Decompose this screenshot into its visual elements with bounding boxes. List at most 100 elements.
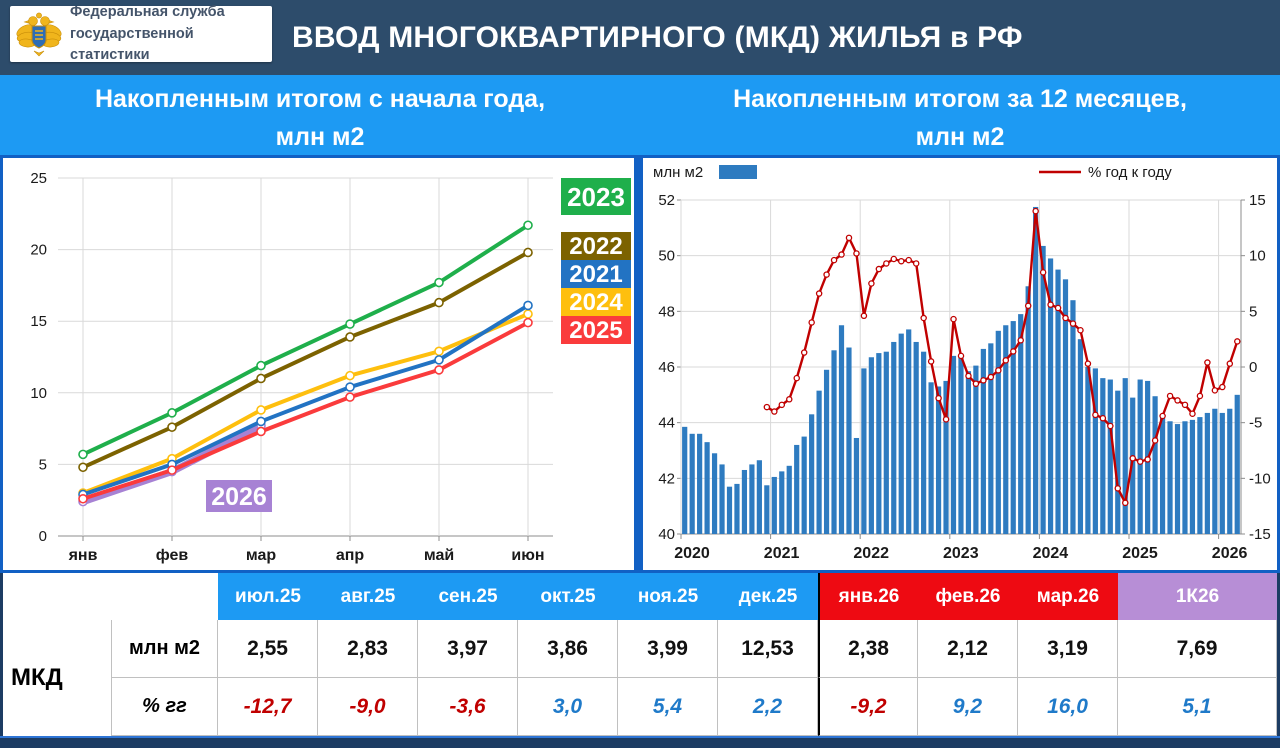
bar: [861, 368, 867, 534]
yoy-point: [1174, 397, 1181, 404]
data-point-2022: [434, 297, 444, 308]
bar: [898, 333, 904, 534]
bar: [756, 460, 762, 534]
bar: [988, 343, 994, 534]
bar: [779, 471, 785, 534]
bar: [786, 465, 792, 534]
table-cell-pct: 5,1: [1118, 678, 1277, 736]
yoy-point: [875, 265, 883, 273]
column-header-янв.26: янв.26: [818, 573, 918, 620]
table-cell-mln: 2,12: [918, 620, 1018, 678]
table-cell-pct: 16,0: [1018, 678, 1118, 736]
yoy-point: [815, 290, 823, 297]
year-label: 2026: [1212, 545, 1248, 562]
data-point-2021: [434, 355, 444, 365]
bar: [1040, 245, 1046, 535]
row-label-mln-m2: млн м2: [112, 620, 218, 678]
yoy-point: [1092, 411, 1099, 419]
legend-label: 2022: [569, 233, 622, 260]
yoy-point: [1017, 337, 1024, 344]
data-point-2022: [256, 373, 266, 384]
series-line-2025: [81, 320, 530, 501]
yoy-point: [860, 312, 868, 320]
bar: [950, 355, 957, 534]
bar: [697, 433, 703, 534]
bar: [1092, 368, 1098, 534]
chart-titles-band: Накопленным итогом с начала года, млн м2…: [0, 75, 1280, 155]
yoy-point: [898, 257, 905, 265]
yoy-point: [793, 374, 800, 382]
yoy-point: [890, 255, 898, 263]
bar: [980, 348, 986, 534]
bar: [1025, 286, 1031, 534]
yoy-point: [957, 352, 965, 360]
data-point-2025: [78, 493, 88, 504]
bar: [1197, 417, 1203, 534]
data-point-2025: [256, 426, 266, 437]
yoy-point: [905, 256, 912, 264]
yoy-point: [1047, 301, 1054, 308]
series-line-2023: [81, 223, 530, 457]
bar: [883, 351, 889, 534]
table-cell-mln: 3,97: [418, 620, 518, 678]
column-header-1К26: 1К26: [1118, 573, 1277, 620]
bar: [1167, 421, 1173, 534]
yoy-point: [1024, 302, 1032, 310]
series-line-2022: [81, 250, 530, 470]
legend-badge-2023: [561, 178, 631, 215]
table-corner-blank: [3, 573, 218, 620]
page-header: Федеральная служба государственной стати…: [0, 0, 1280, 75]
left-axis-label: 40: [658, 526, 675, 543]
logo-line-2: государственной статистики: [70, 25, 194, 63]
rosstat-emblem-icon: [16, 12, 62, 57]
yoy-point: [838, 251, 845, 258]
yoy-point: [823, 271, 830, 278]
bar: [1018, 314, 1024, 534]
right-chart-panel: млн м2% год к году 40 42 44 46 48 50 52 -15 -10 -5…: [643, 158, 1277, 570]
table-cell-mln: 3,86: [518, 620, 618, 678]
bar: [1115, 390, 1121, 534]
column-header-фев.26: фев.26: [918, 573, 1018, 620]
yoy-point: [1234, 338, 1241, 345]
bar: [868, 357, 874, 534]
bar: [764, 485, 770, 534]
column-header-авг.25: авг.25: [318, 573, 418, 620]
column-header-ноя.25: ноя.25: [618, 573, 718, 620]
bar: [719, 464, 725, 534]
bar: [853, 437, 860, 534]
bar: [1055, 269, 1061, 534]
year-label: 2020: [674, 545, 710, 562]
bar: [921, 351, 927, 534]
yoy-point: [1151, 437, 1159, 444]
bar: [876, 353, 882, 534]
yoy-point: [1219, 383, 1226, 391]
legend-label: 2021: [569, 261, 622, 288]
charts-row: 0 5 10 15 20 25 янв фев мар апр май июн 2023 2022 2021…: [0, 155, 1280, 573]
table-cell-mln: 12,53: [718, 620, 818, 678]
badge-2026: [206, 480, 272, 512]
bar: [794, 444, 800, 534]
bar: [1174, 424, 1181, 534]
bar: [846, 347, 852, 534]
yoy-point: [771, 408, 778, 415]
bar: [838, 325, 845, 534]
yoy-point: [778, 401, 786, 409]
x-tick-label: май: [424, 547, 454, 564]
bar: [1204, 412, 1210, 534]
bar: [682, 426, 688, 534]
bar: [906, 329, 912, 534]
bar: [1062, 279, 1069, 534]
right-axis-label: 10: [1249, 248, 1266, 265]
yoy-point: [786, 396, 793, 403]
bar: [1137, 379, 1143, 534]
data-point-2021: [256, 416, 266, 427]
bar: [809, 414, 815, 534]
legend-label: 2023: [567, 182, 625, 212]
data-point-2022: [167, 422, 177, 432]
table-cell-pct: 9,2: [918, 678, 1018, 736]
yoy-point: [845, 234, 853, 242]
yoy-point: [1099, 414, 1107, 422]
bar: [995, 330, 1001, 534]
column-header-сен.25: сен.25: [418, 573, 518, 620]
